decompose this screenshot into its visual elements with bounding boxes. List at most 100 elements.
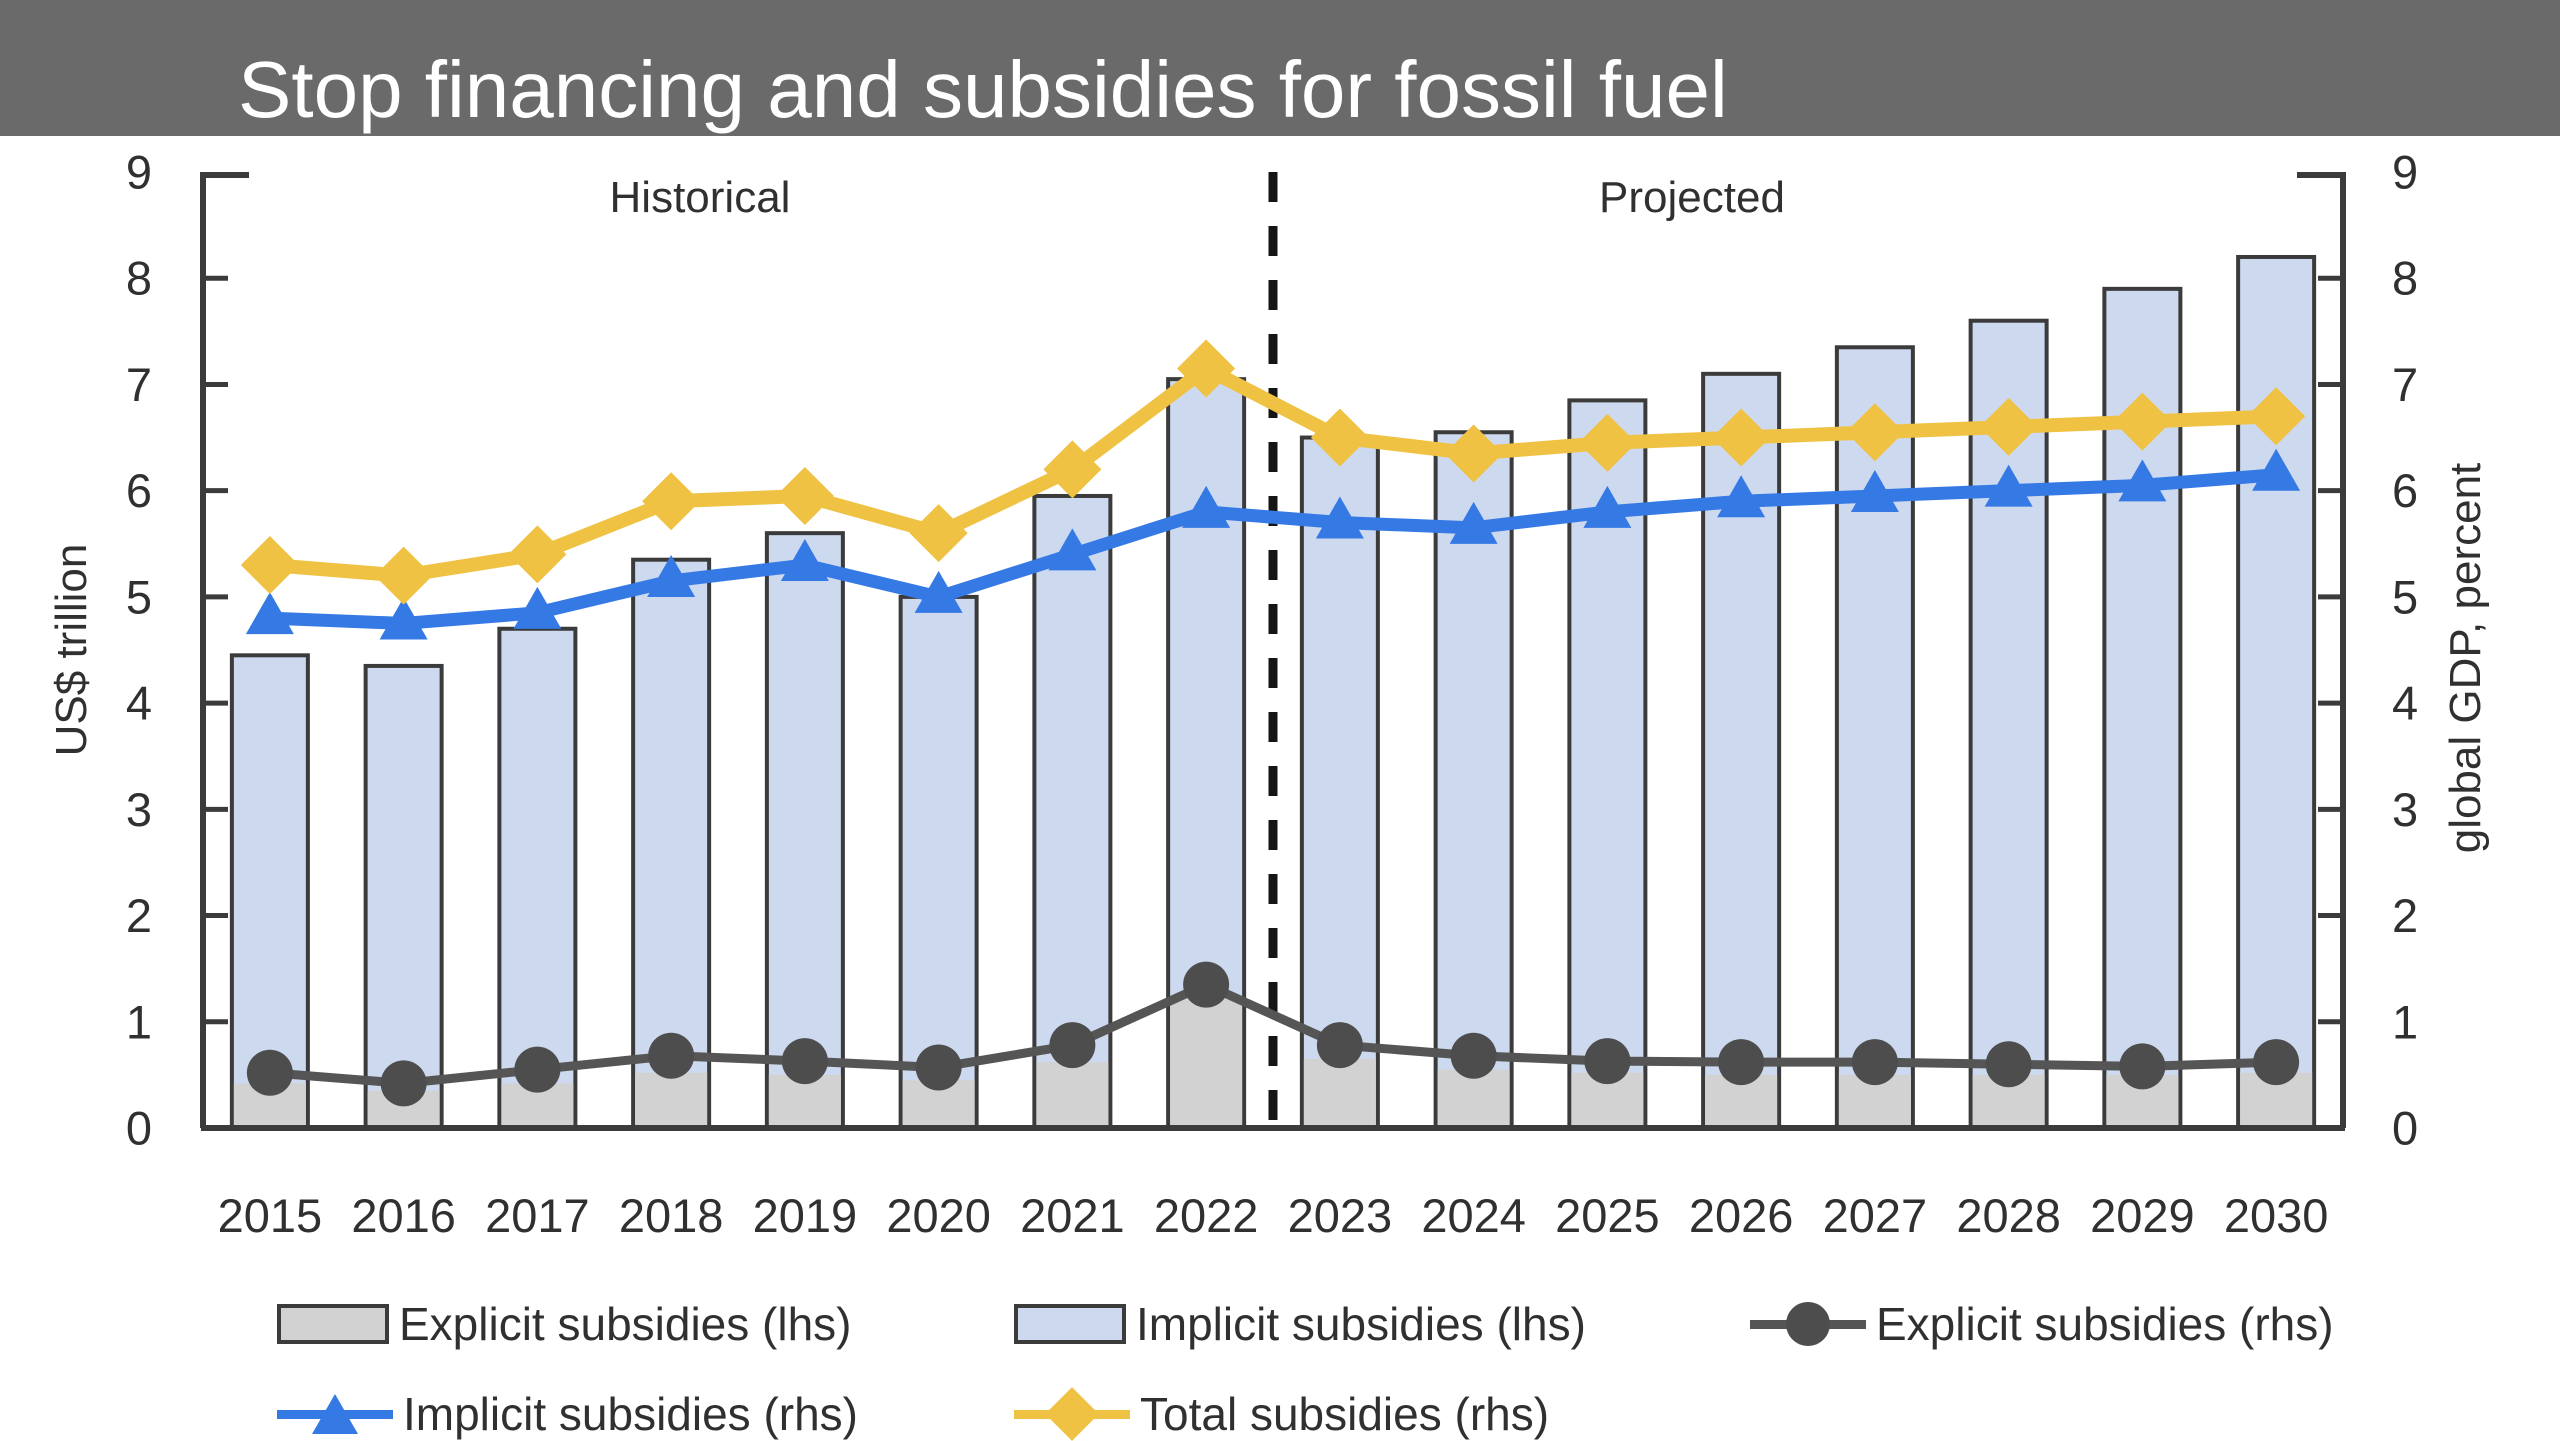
blue-line-triangle-icon bbox=[277, 1390, 393, 1438]
triangle-marker-2021 bbox=[1048, 528, 1097, 571]
circle-marker-2029 bbox=[2119, 1043, 2166, 1090]
bar-explicit-2024 bbox=[1437, 1069, 1510, 1126]
circle-marker-2016 bbox=[380, 1060, 427, 1107]
diamond-marker-2026 bbox=[1712, 408, 1771, 467]
year-label-2030: 2030 bbox=[2224, 1189, 2329, 1242]
right-tick-label: 2 bbox=[2392, 889, 2418, 942]
triangle-marker-2019 bbox=[780, 539, 829, 582]
right-tick-label: 0 bbox=[2392, 1102, 2418, 1155]
legend-label: Implicit subsidies (rhs) bbox=[403, 1388, 858, 1440]
diamond-marker-2030 bbox=[2247, 387, 2306, 446]
year-label-2015: 2015 bbox=[218, 1189, 323, 1242]
bar-2027 bbox=[1834, 345, 1915, 1130]
circle-marker-2015 bbox=[246, 1049, 293, 1096]
triangle-marker-2018 bbox=[647, 554, 696, 597]
circle-marker-2025 bbox=[1584, 1038, 1631, 1085]
diamond-marker-2019 bbox=[775, 466, 834, 525]
triangle-marker-2015 bbox=[245, 592, 294, 635]
right-tick-label: 7 bbox=[2392, 358, 2418, 411]
gray-line-circle-icon bbox=[1750, 1300, 1866, 1348]
diamond-marker-2015 bbox=[240, 536, 299, 595]
legend-item-implicit-lhs: Implicit subsidies (lhs) bbox=[1014, 1298, 1586, 1350]
triangle-marker-2025 bbox=[1583, 485, 1632, 528]
historical-annotation: Historical bbox=[610, 173, 791, 222]
diamond-marker-2017 bbox=[508, 525, 567, 584]
year-label-2027: 2027 bbox=[1823, 1189, 1928, 1242]
left-tick-label: 1 bbox=[126, 995, 152, 1048]
triangle-marker-2030 bbox=[2252, 448, 2301, 491]
legend-label: Explicit subsidies (rhs) bbox=[1876, 1298, 2334, 1350]
legend-item-explicit-lhs: Explicit subsidies (lhs) bbox=[277, 1298, 852, 1350]
page-title: Stop financing and subsidies for fossil … bbox=[238, 45, 1728, 134]
circle-marker-2017 bbox=[514, 1046, 561, 1093]
diamond-marker-2024 bbox=[1444, 424, 1503, 483]
bar-explicit-2021 bbox=[1036, 1062, 1109, 1126]
year-label-2022: 2022 bbox=[1154, 1189, 1259, 1242]
bar-2019 bbox=[764, 531, 845, 1130]
left-tick-label: 9 bbox=[126, 146, 152, 199]
year-label-2017: 2017 bbox=[485, 1189, 590, 1242]
title-bar: Stop financing and subsidies for fossil … bbox=[0, 0, 2560, 136]
circle-marker-2026 bbox=[1718, 1039, 1765, 1086]
left-tick-label: 8 bbox=[126, 252, 152, 305]
triangle-marker-2023 bbox=[1315, 496, 1364, 539]
right-tick-label: 6 bbox=[2392, 464, 2418, 517]
bar-explicit-2023 bbox=[1303, 1058, 1376, 1126]
diamond-marker-2016 bbox=[374, 546, 433, 605]
triangle-marker-2029 bbox=[2118, 459, 2167, 502]
triangle-marker-2026 bbox=[1717, 475, 1766, 518]
year-label-2023: 2023 bbox=[1288, 1189, 1393, 1242]
diamond-marker-2023 bbox=[1310, 408, 1369, 467]
triangle-marker-2027 bbox=[1850, 469, 1899, 512]
left-tick-label: 2 bbox=[126, 889, 152, 942]
year-label-2021: 2021 bbox=[1020, 1189, 1125, 1242]
line-circle bbox=[269, 980, 2277, 1088]
triangle-marker-2020 bbox=[914, 570, 963, 613]
projected-annotation: Projected bbox=[1599, 173, 1785, 222]
bar-explicit-2018 bbox=[635, 1072, 708, 1126]
circle-marker-2023 bbox=[1316, 1022, 1363, 1069]
right-axis-title: global GDP, percent bbox=[2441, 463, 2490, 854]
year-label-2025: 2025 bbox=[1555, 1189, 1660, 1242]
diamond-marker-2027 bbox=[1845, 403, 1904, 462]
explicit-lhs-swatch-icon bbox=[277, 1304, 389, 1344]
right-tick-label: 9 bbox=[2392, 146, 2418, 199]
circle-marker-2021 bbox=[1049, 1022, 1096, 1069]
triangle-marker-2028 bbox=[1984, 464, 2033, 507]
triangle-marker-2017 bbox=[513, 586, 562, 629]
year-label-2020: 2020 bbox=[886, 1189, 991, 1242]
bar-explicit-2022 bbox=[1170, 998, 1243, 1126]
line-triangle bbox=[269, 468, 2277, 630]
legend-item-implicit-rhs: Implicit subsidies (rhs) bbox=[277, 1388, 858, 1440]
year-label-2024: 2024 bbox=[1421, 1189, 1526, 1242]
right-tick-label: 3 bbox=[2392, 783, 2418, 836]
circle-marker-2019 bbox=[781, 1038, 828, 1085]
line-diamond bbox=[269, 361, 2277, 583]
legend-label: Total subsidies (rhs) bbox=[1140, 1388, 1550, 1440]
circle-marker-2030 bbox=[2253, 1039, 2300, 1086]
left-tick-label: 3 bbox=[126, 783, 152, 836]
bar-2016 bbox=[363, 663, 444, 1131]
diamond-marker-2029 bbox=[2113, 392, 2172, 451]
left-tick-label: 5 bbox=[126, 570, 152, 623]
left-tick-label: 6 bbox=[126, 464, 152, 517]
circle-marker-2022 bbox=[1183, 961, 1230, 1008]
circle-marker-2024 bbox=[1450, 1032, 1497, 1079]
legend-label: Explicit subsidies (lhs) bbox=[399, 1298, 852, 1350]
left-tick-label: 0 bbox=[126, 1102, 152, 1155]
legend-label: Implicit subsidies (lhs) bbox=[1136, 1298, 1586, 1350]
circle-marker-2018 bbox=[648, 1032, 695, 1079]
triangle-marker-2024 bbox=[1449, 501, 1498, 544]
diamond-marker-2022 bbox=[1177, 339, 1236, 398]
diamond-marker-2025 bbox=[1578, 413, 1637, 472]
right-tick-label: 5 bbox=[2392, 570, 2418, 623]
bar-2020 bbox=[898, 594, 979, 1130]
legend-item-total-rhs: Total subsidies (rhs) bbox=[1014, 1387, 1550, 1441]
year-label-2028: 2028 bbox=[1956, 1189, 2061, 1242]
circle-marker-2028 bbox=[1985, 1041, 2032, 1088]
diamond-marker-2018 bbox=[642, 472, 701, 531]
left-tick-label: 4 bbox=[126, 677, 152, 730]
right-tick-label: 1 bbox=[2392, 995, 2418, 1048]
diamond-marker-2028 bbox=[1979, 397, 2038, 456]
